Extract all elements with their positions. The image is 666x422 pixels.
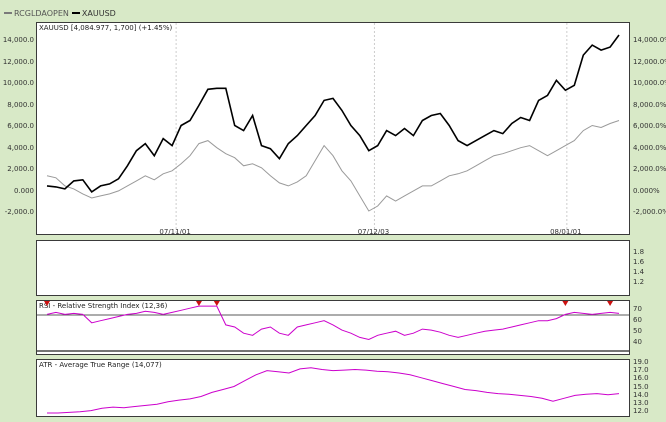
legend-swatch-xauusd [71, 12, 80, 14]
x-tick-label: 07/12/03 [357, 228, 390, 236]
price-right-tick: 2,000.0% [633, 165, 666, 173]
legend-swatch-rcgldaopen [4, 12, 12, 14]
price-right-tick: 14,000.0% [633, 36, 666, 44]
rsi-right-tick: 70 [633, 305, 642, 313]
price-left-tick: 0.000 [13, 186, 34, 195]
legend-label-rcgldaopen: RCGLDAOPEN [14, 8, 69, 18]
atr-panel-label: ATR - Average True Range (14,077) [39, 361, 162, 369]
legend-label-xauusd: XAUUSD [81, 8, 116, 18]
atr-right-tick: 13.0 [633, 399, 649, 407]
price-panel-label: XAUUSD [4,084.977, 1,700] (+1.45%) [39, 24, 173, 32]
atr-panel[interactable]: ATR - Average True Range (14,077) [36, 359, 630, 417]
rsi-signal-marker [607, 301, 614, 306]
price-left-tick: 2,000.0 [7, 165, 34, 173]
blank-right-tick: 1.8 [633, 248, 645, 256]
price-left-tick: 10,000.0 [2, 79, 34, 87]
x-tick-label: 08/01/01 [550, 228, 582, 236]
x-tick-label: 07/11/01 [159, 228, 191, 236]
price-right-tick: 6,000.0% [633, 122, 666, 130]
price-right-tick: 0.000% [633, 186, 660, 195]
blank-right-tick: 1.6 [633, 258, 645, 266]
atr-chart-svg [47, 367, 620, 414]
xauusd-line [46, 34, 620, 193]
atr-right-tick: 19.0 [633, 358, 649, 366]
rsi-signal-marker [562, 301, 569, 306]
price-left-tick: 4,000.0 [7, 143, 34, 152]
price-right-tick: -2,000.0% [633, 208, 666, 216]
rsi-right-tick: 40 [633, 338, 642, 346]
rsi-signal-marker [44, 301, 50, 306]
price-left-tick: 6,000.0 [7, 122, 34, 130]
price-right-tick: 4,000.0% [633, 143, 666, 152]
atr-line [47, 367, 620, 414]
price-left-tick: 8,000.0 [7, 100, 34, 109]
rcgldaopen-line [46, 120, 620, 212]
legend-item-rcgldaopen: RCGLDAOPEN [4, 9, 69, 18]
price-right-tick: 12,000.0% [633, 57, 666, 66]
atr-right-tick: 16.0 [633, 374, 649, 383]
atr-right-tick: 14.0 [633, 390, 649, 399]
legend-item-xauusd: XAUUSD [71, 8, 116, 18]
rsi-line [46, 305, 620, 341]
price-left-tick: 12,000.0 [2, 57, 34, 66]
blank-right-tick: 1.2 [633, 278, 645, 286]
blank-right-tick: 1.4 [633, 268, 645, 276]
atr-right-tick: 15.0 [633, 382, 649, 391]
rsi-chart-svg [37, 301, 629, 352]
atr-right-tick: 12.0 [633, 407, 649, 416]
rsi-right-tick: 60 [633, 316, 642, 324]
rsi-signal-marker [213, 301, 220, 306]
rsi-right-tick: 50 [633, 327, 642, 335]
rsi-signal-marker [195, 301, 202, 306]
price-panel[interactable]: XAUUSD [4,084.977, 1,700] (+1.45%) [36, 22, 630, 235]
price-right-tick: 10,000.0% [633, 79, 666, 87]
atr-right-tick: 17.0 [633, 366, 649, 375]
empty-indicator-panel[interactable] [36, 240, 630, 296]
price-left-tick: 14,000.0 [2, 36, 34, 44]
rsi-panel[interactable]: RSI - Relative Strength Index (12,36) [36, 300, 630, 355]
legend: RCGLDAOPEN XAUUSD [4, 6, 116, 20]
price-chart-svg [46, 23, 620, 234]
price-right-tick: 8,000.0% [633, 100, 666, 109]
rsi-panel-label: RSI - Relative Strength Index (12,36) [39, 302, 168, 310]
price-left-tick: -2,000.0 [4, 208, 34, 216]
